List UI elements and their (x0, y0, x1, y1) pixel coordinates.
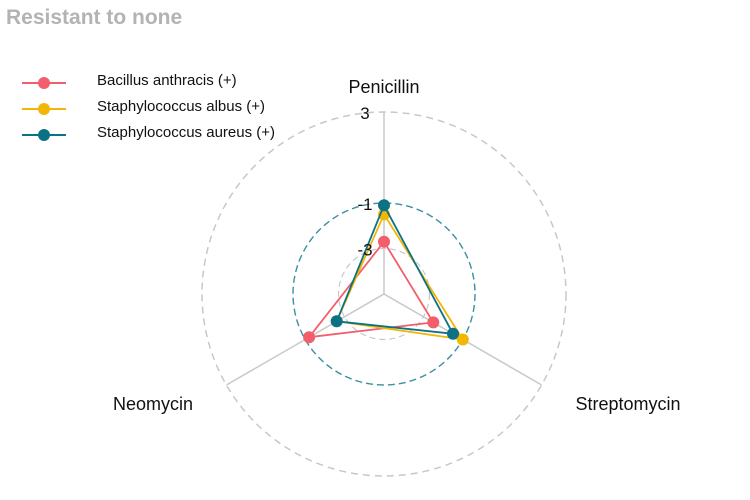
radial-tick-label: -3 (357, 241, 372, 260)
data-point-staphylococcus-albus-streptomycin (456, 333, 469, 346)
data-point-staphylococcus-aureus-streptomycin (447, 327, 459, 340)
data-point-bacillus-anthracis-penicillin (378, 235, 390, 248)
page-title: Resistant to none (6, 6, 183, 29)
legend-dot-swatch (38, 129, 50, 141)
series-line-staphylococcus-aureus (335, 203, 455, 335)
reference-circle (292, 202, 476, 386)
data-point-bacillus-anthracis-neomycin (303, 331, 316, 344)
axis-label-penicillin: Penicillin (348, 77, 419, 97)
legend-label: Staphylococcus aureus (+) (97, 124, 276, 141)
radial-tick-label: 3 (360, 104, 369, 123)
radial-tick-label: -1 (357, 195, 372, 214)
series-line-bacillus-anthracis (307, 240, 435, 339)
legend-label: Bacillus anthracis (+) (97, 72, 237, 89)
data-point-staphylococcus-aureus-penicillin (378, 199, 390, 212)
chart-axes (226, 112, 542, 386)
axis-label-neomycin: Neomycin (113, 394, 193, 414)
legend-label: Staphylococcus albus (+) (97, 98, 266, 115)
data-point-bacillus-anthracis-streptomycin (427, 316, 440, 329)
axis-label-streptomycin: Streptomycin (575, 394, 680, 414)
data-point-staphylococcus-aureus-neomycin (330, 315, 343, 328)
chart-series (303, 199, 469, 346)
chart-labels: -3 -1 3 Penicillin Streptomycin Neomycin (113, 77, 681, 414)
legend-dot-swatch (38, 77, 50, 89)
legend-dot-swatch (38, 103, 50, 115)
